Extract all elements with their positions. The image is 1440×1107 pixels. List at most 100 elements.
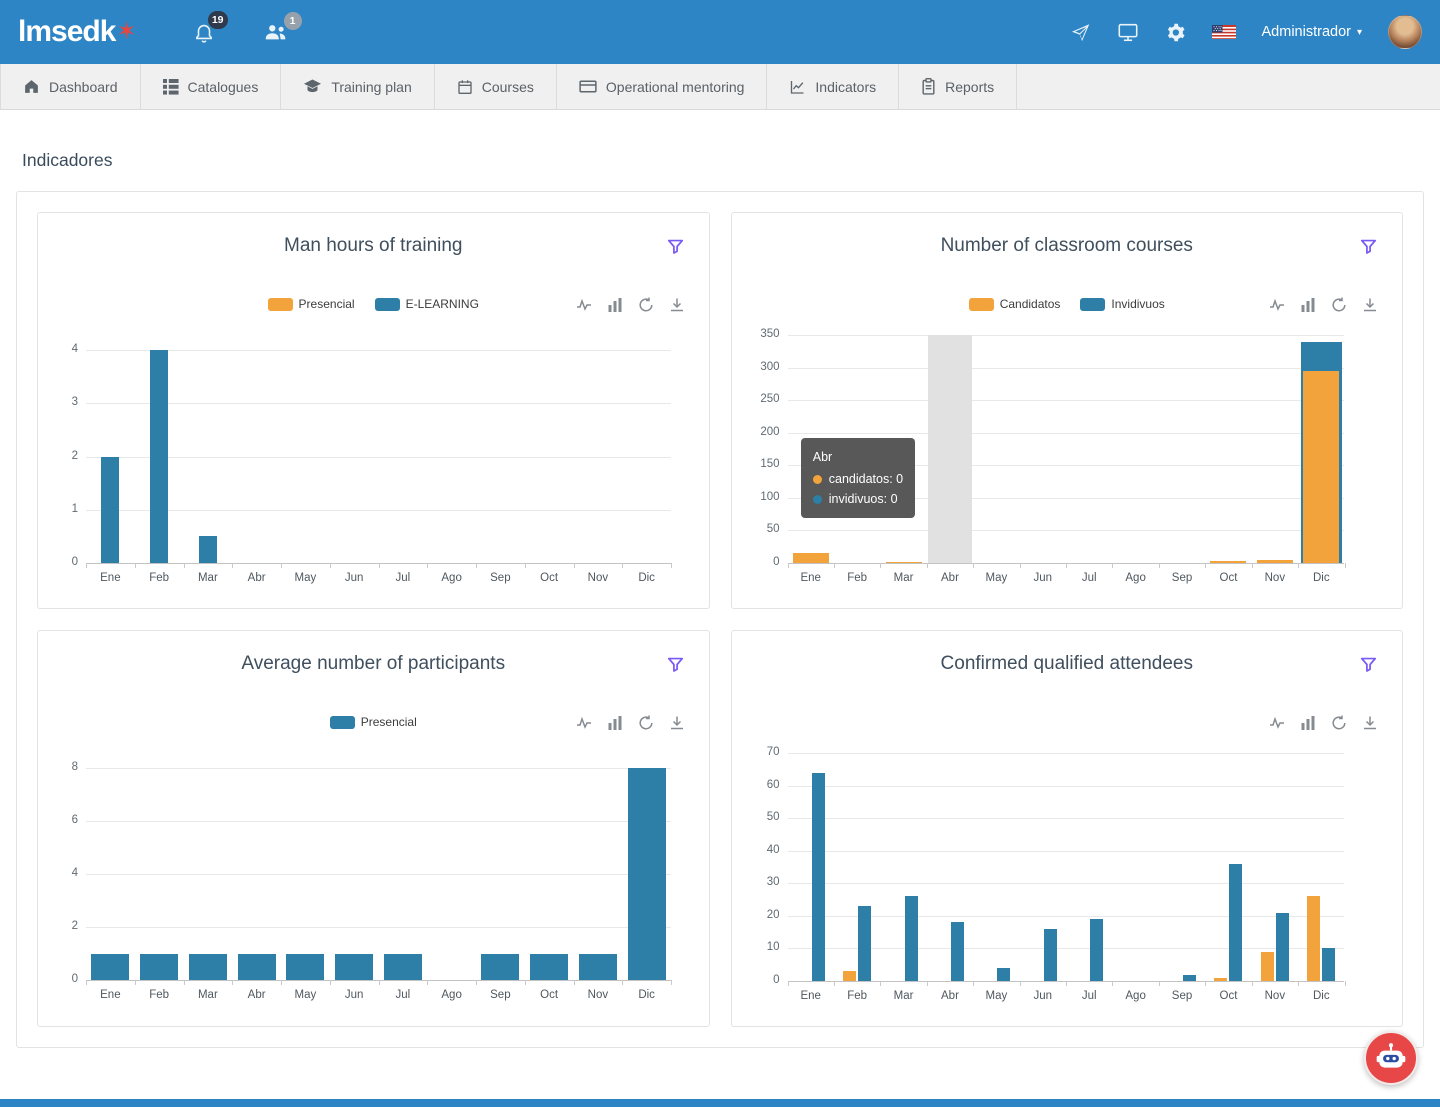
- y-axis-label: 6: [71, 814, 78, 826]
- bar-chart-icon[interactable]: [1300, 297, 1316, 313]
- bar-candidatos-nov[interactable]: [1260, 951, 1274, 981]
- refresh-icon[interactable]: [638, 297, 654, 313]
- bar-presencial-nov[interactable]: [578, 953, 617, 980]
- download-icon[interactable]: [669, 715, 685, 731]
- bar-chart-icon[interactable]: [607, 715, 623, 731]
- bar-individuos-feb[interactable]: [858, 906, 872, 981]
- legend-item-invidivuos[interactable]: Invidivuos: [1080, 297, 1165, 311]
- bar-chart-icon[interactable]: [607, 297, 623, 313]
- y-axis-label: 150: [760, 458, 780, 471]
- bar-individuos-sep[interactable]: [1183, 974, 1197, 981]
- chatbot-button[interactable]: [1364, 1031, 1418, 1085]
- legend-label: E-LEARNING: [405, 297, 479, 311]
- bar-e-learning-ene[interactable]: [101, 456, 120, 563]
- legend-item-e-learning[interactable]: E-LEARNING: [374, 297, 479, 311]
- language-flag[interactable]: [1211, 25, 1236, 39]
- bar-individuos-abr[interactable]: [950, 922, 964, 981]
- download-icon[interactable]: [1362, 715, 1378, 731]
- nav-label: Training plan: [331, 78, 412, 95]
- download-icon[interactable]: [669, 297, 685, 313]
- legend-label: Invidivuos: [1111, 297, 1165, 311]
- x-axis-label: Ago: [441, 572, 462, 584]
- x-axis-label: Ago: [441, 989, 462, 1001]
- avatar[interactable]: [1388, 15, 1422, 49]
- filter-icon[interactable]: [664, 653, 687, 679]
- bar-presencial-abr[interactable]: [237, 953, 276, 980]
- notifications-button[interactable]: 19: [193, 11, 228, 44]
- bar-individuos-oct[interactable]: [1229, 863, 1243, 981]
- bar-candidatos-mar[interactable]: [885, 561, 922, 563]
- bar-candidatos-nov[interactable]: [1256, 559, 1293, 563]
- bar-presencial-ene[interactable]: [91, 953, 130, 980]
- people-button[interactable]: 1: [263, 12, 302, 43]
- bar-candidatos-oct[interactable]: [1210, 561, 1247, 563]
- settings-button[interactable]: [1165, 22, 1186, 43]
- app-logo[interactable]: lms edk ✶: [18, 15, 137, 49]
- bar-presencial-mar[interactable]: [188, 953, 227, 980]
- nav-item-indicators[interactable]: Indicators: [767, 64, 900, 109]
- nav-item-dashboard[interactable]: Dashboard: [0, 64, 141, 109]
- legend-item-candidatos[interactable]: Candidatos: [968, 297, 1060, 311]
- bar-chart-icon[interactable]: [1300, 715, 1316, 731]
- line-chart-icon[interactable]: [576, 297, 592, 313]
- bar-individuos-mar[interactable]: [904, 896, 918, 981]
- bar-presencial-dic[interactable]: [627, 768, 666, 980]
- nav-item-training-plan[interactable]: Training plan: [281, 64, 435, 109]
- send-button[interactable]: [1070, 22, 1091, 43]
- refresh-icon[interactable]: [638, 715, 654, 731]
- legend-item-presencial[interactable]: Presencial: [329, 715, 417, 729]
- bar-candidatos-dic[interactable]: [1303, 370, 1340, 563]
- x-axis-label: Nov: [587, 989, 609, 1001]
- download-icon[interactable]: [1362, 297, 1378, 313]
- bar-presencial-jun[interactable]: [335, 953, 374, 980]
- bar-e-learning-mar[interactable]: [198, 536, 217, 563]
- bar-individuos-ene[interactable]: [811, 772, 825, 981]
- nav-item-catalogues[interactable]: Catalogues: [141, 64, 282, 109]
- chart-title: Number of classroom courses: [940, 235, 1193, 256]
- bar-presencial-oct[interactable]: [530, 953, 569, 980]
- refresh-icon[interactable]: [1331, 715, 1347, 731]
- bar-presencial-may[interactable]: [286, 953, 325, 980]
- bar-candidatos-oct[interactable]: [1214, 977, 1228, 981]
- bar-presencial-jul[interactable]: [383, 953, 422, 980]
- bar-individuos-jul[interactable]: [1090, 919, 1104, 981]
- filter-icon[interactable]: [664, 235, 687, 261]
- filter-icon[interactable]: [1357, 235, 1380, 261]
- bar-individuos-nov[interactable]: [1275, 912, 1289, 981]
- bar-individuos-dic[interactable]: [1322, 948, 1336, 981]
- line-chart-icon[interactable]: [576, 715, 592, 731]
- y-axis-label: 100: [760, 490, 780, 503]
- bar-candidatos-dic[interactable]: [1307, 896, 1321, 981]
- x-axis-label: Jun: [1033, 572, 1053, 584]
- y-axis-label: 1: [71, 502, 78, 515]
- x-axis-label: Abr: [941, 572, 959, 584]
- line-chart-icon[interactable]: [1269, 715, 1285, 731]
- filter-icon[interactable]: [1357, 653, 1380, 679]
- legend-swatch: [1080, 297, 1106, 311]
- nav-item-courses[interactable]: Courses: [435, 64, 557, 109]
- nav-label: Catalogues: [187, 78, 259, 95]
- bar-individuos-may[interactable]: [997, 967, 1011, 981]
- bar-individuos-jun[interactable]: [1043, 928, 1057, 981]
- bar-candidatos-ene[interactable]: [792, 553, 829, 563]
- legend-swatch: [267, 297, 293, 311]
- nav-item-operational-mentoring[interactable]: Operational mentoring: [557, 64, 768, 109]
- line-chart-icon[interactable]: [1269, 297, 1285, 313]
- screen-button[interactable]: [1117, 22, 1139, 43]
- y-axis-label: 50: [766, 523, 780, 536]
- home-icon: [25, 80, 38, 93]
- y-axis-label: 20: [766, 908, 780, 921]
- y-axis-label: 300: [760, 360, 780, 373]
- x-axis-label: Ene: [100, 572, 121, 584]
- nav-item-reports[interactable]: Reports: [899, 64, 1018, 109]
- bar-presencial-sep[interactable]: [481, 953, 520, 980]
- x-axis-label: Jul: [1081, 990, 1097, 1002]
- refresh-icon[interactable]: [1331, 297, 1347, 313]
- bar-presencial-feb[interactable]: [140, 953, 179, 980]
- bar-e-learning-feb[interactable]: [150, 350, 169, 563]
- x-axis-label: May: [294, 989, 317, 1001]
- nav-label: Reports: [945, 78, 995, 95]
- bar-candidatos-feb[interactable]: [843, 971, 857, 981]
- legend-item-presencial[interactable]: Presencial: [267, 297, 355, 311]
- user-menu[interactable]: Administrador ▾: [1262, 24, 1362, 40]
